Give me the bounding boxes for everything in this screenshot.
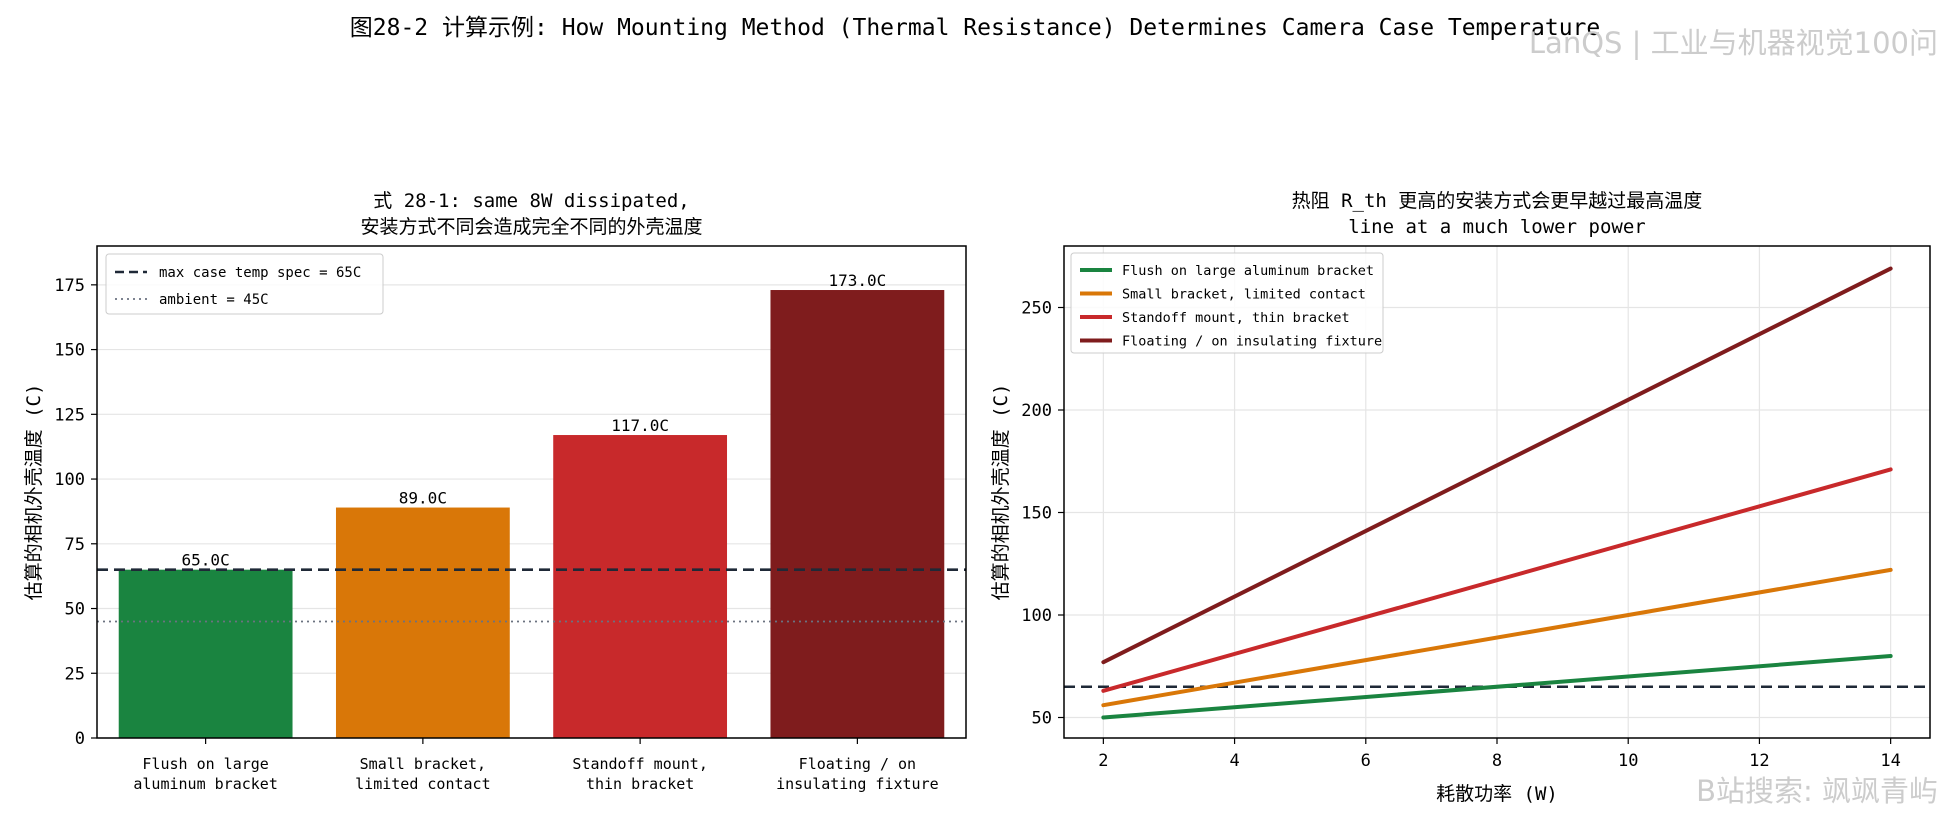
y-axis-label: 估算的相机外壳温度 (C) xyxy=(23,384,45,601)
bar xyxy=(553,435,728,738)
axes-frame xyxy=(1063,245,1931,739)
y-tick-label: 50 xyxy=(65,600,85,620)
series-line xyxy=(1101,567,1893,708)
y-tick-label: 150 xyxy=(54,341,85,361)
y-tick-label: 125 xyxy=(54,405,85,425)
x-tick-label: 2 xyxy=(1098,751,1108,771)
x-tick-label: insulating fixture xyxy=(776,775,939,793)
x-tick-label: 12 xyxy=(1749,751,1769,771)
y-tick-label: 0 xyxy=(75,729,85,749)
legend-label: Standoff mount, thin bracket xyxy=(1122,310,1350,326)
bar-value-label: 117.0C xyxy=(611,416,669,435)
y-tick-label: 100 xyxy=(54,470,85,490)
series-line xyxy=(1101,654,1893,720)
y-tick-label: 50 xyxy=(1032,709,1052,729)
x-tick-label: aluminum bracket xyxy=(133,775,278,793)
legend-label: Small bracket, limited contact xyxy=(1122,287,1366,303)
x-tick-label: thin bracket xyxy=(586,775,694,793)
y-axis-label: 估算的相机外壳温度 (C) xyxy=(990,384,1012,601)
series-line xyxy=(1101,266,1893,665)
y-tick-label: 200 xyxy=(1021,401,1052,421)
y-tick-label: 175 xyxy=(54,276,85,296)
chart-title: 热阻 R_th 更高的安装方式会更早越过最高温度 xyxy=(1292,190,1703,212)
bar-chart-case-temperature: 0 25 50 75 100 125 150 175 65.0C Flush on large al… xyxy=(23,190,967,793)
y-tick-label: 75 xyxy=(65,535,85,555)
y-tick-label: 25 xyxy=(65,664,85,684)
watermark-top: LanQS | 工业与机器视觉100问 xyxy=(1528,26,1938,60)
legend-label: ambient = 45C xyxy=(159,292,269,308)
chart-title: 式 28-1: same 8W dissipated, xyxy=(373,190,689,212)
y-tick-label: 250 xyxy=(1021,299,1052,319)
legend-box xyxy=(105,253,384,315)
x-tick-label: Standoff mount, xyxy=(572,755,707,773)
line-chart-temperature-vs-power: 2 4 6 8 10 12 14 50 100 150 200 250 热阻 R_th 更高的安装方式会… xyxy=(990,190,1931,805)
x-tick-label: 14 xyxy=(1880,751,1900,771)
x-axis-label: 耗散功率 (W) xyxy=(1436,783,1558,805)
axes-frame xyxy=(96,245,967,739)
x-tick-label: Small bracket, xyxy=(360,755,486,773)
watermark-bottom: B站搜索: 飒飒青屿 xyxy=(1696,774,1938,808)
series-line xyxy=(1101,467,1893,693)
bar-value-label: 65.0C xyxy=(182,551,230,570)
x-tick-label: limited contact xyxy=(355,775,490,793)
bar-value-label: 89.0C xyxy=(399,489,447,508)
x-tick-label: 8 xyxy=(1492,751,1502,771)
figure-suptitle: 图28-2 计算示例: How Mounting Method (Thermal… xyxy=(349,15,1601,41)
y-tick-label: 100 xyxy=(1021,606,1052,626)
legend-label: Flush on large aluminum bracket xyxy=(1122,263,1374,279)
legend-label: Floating / on insulating fixture xyxy=(1122,334,1382,350)
bar xyxy=(118,569,293,738)
legend-box xyxy=(1070,252,1384,354)
x-tick-label: Flush on large xyxy=(142,755,268,773)
x-tick-label: 10 xyxy=(1618,751,1638,771)
x-tick-label: Floating / on xyxy=(799,755,916,773)
bar xyxy=(770,290,945,738)
bar-value-label: 173.0C xyxy=(828,271,886,290)
bar xyxy=(335,507,510,738)
legend-label: max case temp spec = 65C xyxy=(159,265,361,281)
x-tick-label: 4 xyxy=(1229,751,1239,771)
chart-title: line at a much lower power xyxy=(1348,216,1645,238)
x-tick-label: 6 xyxy=(1361,751,1371,771)
chart-title: 安装方式不同会造成完全不同的外壳温度 xyxy=(360,216,702,238)
y-tick-label: 150 xyxy=(1021,504,1052,524)
